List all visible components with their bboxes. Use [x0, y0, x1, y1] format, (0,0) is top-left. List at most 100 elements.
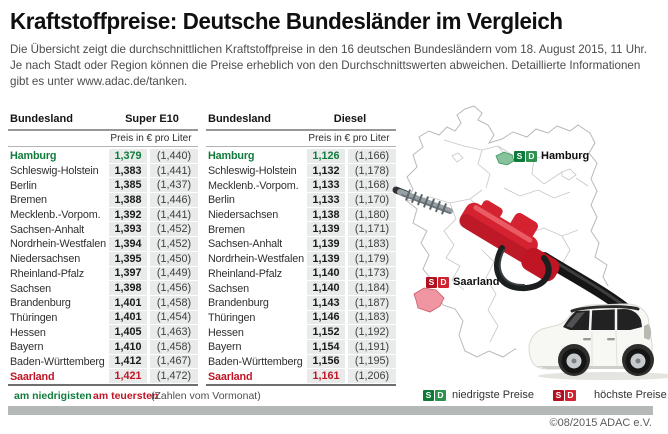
price-previous-month: (1,184)	[348, 281, 396, 296]
table-row: Berlin 1,385 (1,437)	[8, 178, 198, 194]
price-previous-month: (1,450)	[150, 251, 198, 267]
price-current: 1,388	[109, 193, 147, 208]
table-row: Bayern 1,154 (1,191)	[206, 339, 396, 355]
badge-s-icon: S	[553, 389, 564, 401]
price-current: 1,405	[109, 325, 147, 340]
table-row: Nordrhein-Westfalen 1,139 (1,179)	[206, 251, 396, 267]
map-legend-label: höchste Preise	[594, 389, 667, 401]
state-name: Bremen	[208, 223, 245, 236]
price-previous-month: (1,171)	[348, 222, 396, 238]
state-name: Bayern	[208, 341, 242, 354]
price-current: 1,133	[307, 178, 345, 194]
state-name: Brandenburg	[208, 297, 269, 310]
state-name: Thüringen	[10, 311, 58, 324]
price-current: 1,398	[109, 281, 147, 296]
price-previous-month: (1,187)	[348, 295, 396, 311]
car-illustration	[528, 303, 668, 380]
state-name: Schleswig-Holstein	[10, 165, 99, 178]
table-row: Bayern 1,410 (1,458)	[8, 339, 198, 355]
price-current: 1,139	[307, 237, 345, 252]
state-name: Hamburg	[10, 150, 57, 163]
table-row: Thüringen 1,146 (1,183)	[206, 310, 396, 326]
price-current: 1,140	[307, 281, 345, 296]
price-previous-month: (1,178)	[348, 163, 396, 179]
table-row: Brandenburg 1,401 (1,458)	[8, 295, 198, 311]
price-unit-label: Preis in € pro Liter	[110, 133, 192, 144]
price-previous-month: (1,437)	[150, 178, 198, 194]
table-row: Hamburg 1,379 (1,440)	[8, 149, 198, 164]
state-name: Saarland	[10, 370, 55, 383]
state-name: Baden-Württemberg	[208, 355, 303, 368]
state-name: Nordrhein-Westfalen	[208, 253, 304, 266]
table-row: Sachsen-Anhalt 1,393 (1,452)	[8, 222, 198, 238]
table-row: Hessen 1,152 (1,192)	[206, 325, 396, 340]
legend-highest: am teuersten	[93, 390, 159, 402]
marker-label: Hamburg	[541, 150, 590, 162]
state-name: Bayern	[10, 341, 44, 354]
price-previous-month: (1,192)	[348, 325, 396, 340]
price-current: 1,392	[109, 207, 147, 223]
price-current: 1,140	[307, 266, 345, 282]
price-previous-month: (1,191)	[348, 339, 396, 355]
price-previous-month: (1,440)	[150, 149, 198, 164]
table-row: Schleswig-Holstein 1,132 (1,178)	[206, 163, 396, 179]
state-name: Niedersachsen	[10, 253, 81, 266]
price-current: 1,412	[109, 354, 147, 370]
price-unit-label: Preis in € pro Liter	[308, 133, 390, 144]
state-name: Baden-Württemberg	[10, 355, 105, 368]
germany-map: S D Hamburg S D Saarland	[386, 98, 668, 402]
price-previous-month: (1,456)	[150, 281, 198, 296]
state-name: Berlin	[208, 194, 235, 207]
price-current: 1,421	[109, 369, 147, 384]
state-name: Sachsen	[208, 282, 249, 295]
state-name: Hessen	[10, 326, 46, 339]
price-previous-month: (1,446)	[150, 193, 198, 208]
table-row: Brandenburg 1,143 (1,187)	[206, 295, 396, 311]
price-previous-month: (1,452)	[150, 237, 198, 252]
price-current: 1,395	[109, 251, 147, 267]
state-name: Hamburg	[208, 150, 255, 163]
map-illustration	[392, 105, 668, 402]
legend-note: (Zahlen vom Vormonat)	[151, 390, 261, 402]
state-name: Nordrhein-Westfalen	[10, 238, 106, 251]
state-name: Hessen	[208, 326, 244, 339]
super-e10-table: Bundesland Super E10 Preis in € pro Lite…	[8, 112, 198, 386]
price-current: 1,394	[109, 237, 147, 252]
state-name: Brandenburg	[10, 297, 71, 310]
table-row: Saarland 1,421 (1,472)	[8, 369, 198, 384]
badge-d-icon: D	[526, 150, 537, 162]
price-previous-month: (1,441)	[150, 163, 198, 179]
legend-lowest: am niedrigisten	[14, 390, 92, 402]
badge-s-icon: S	[423, 389, 434, 401]
price-previous-month: (1,463)	[150, 325, 198, 340]
state-name: Sachsen-Anhalt	[10, 223, 85, 236]
price-current: 1,146	[307, 310, 345, 326]
table-row: Mecklenb.-Vorpom. 1,133 (1,168)	[206, 178, 396, 194]
footer-bar	[8, 406, 653, 415]
diesel-table: Bundesland Diesel Preis in € pro Liter H…	[206, 112, 396, 386]
state-name: Berlin	[10, 179, 37, 192]
state-name: Bremen	[10, 194, 47, 207]
price-previous-month: (1,467)	[150, 354, 198, 370]
price-previous-month: (1,206)	[348, 369, 396, 384]
table-row: Rheinland-Pfalz 1,140 (1,173)	[206, 266, 396, 282]
table-row: Schleswig-Holstein 1,383 (1,441)	[8, 163, 198, 179]
column-header-bundesland: Bundesland	[10, 113, 73, 125]
price-current: 1,385	[109, 178, 147, 194]
price-previous-month: (1,458)	[150, 295, 198, 311]
state-name: Niedersachsen	[208, 209, 279, 222]
table-row: Niedersachsen 1,138 (1,180)	[206, 207, 396, 223]
price-current: 1,139	[307, 222, 345, 238]
price-previous-month: (1,170)	[348, 193, 396, 208]
price-previous-month: (1,458)	[150, 339, 198, 355]
table-row: Saarland 1,161 (1,206)	[206, 369, 396, 384]
fuel-nozzle-icon	[392, 186, 560, 292]
price-current: 1,126	[307, 149, 345, 164]
price-previous-month: (1,195)	[348, 354, 396, 370]
state-name: Saarland	[208, 370, 253, 383]
badge-d-icon: D	[435, 389, 446, 401]
price-current: 1,156	[307, 354, 345, 370]
table-row: Niedersachsen 1,395 (1,450)	[8, 251, 198, 267]
price-previous-month: (1,168)	[348, 178, 396, 194]
